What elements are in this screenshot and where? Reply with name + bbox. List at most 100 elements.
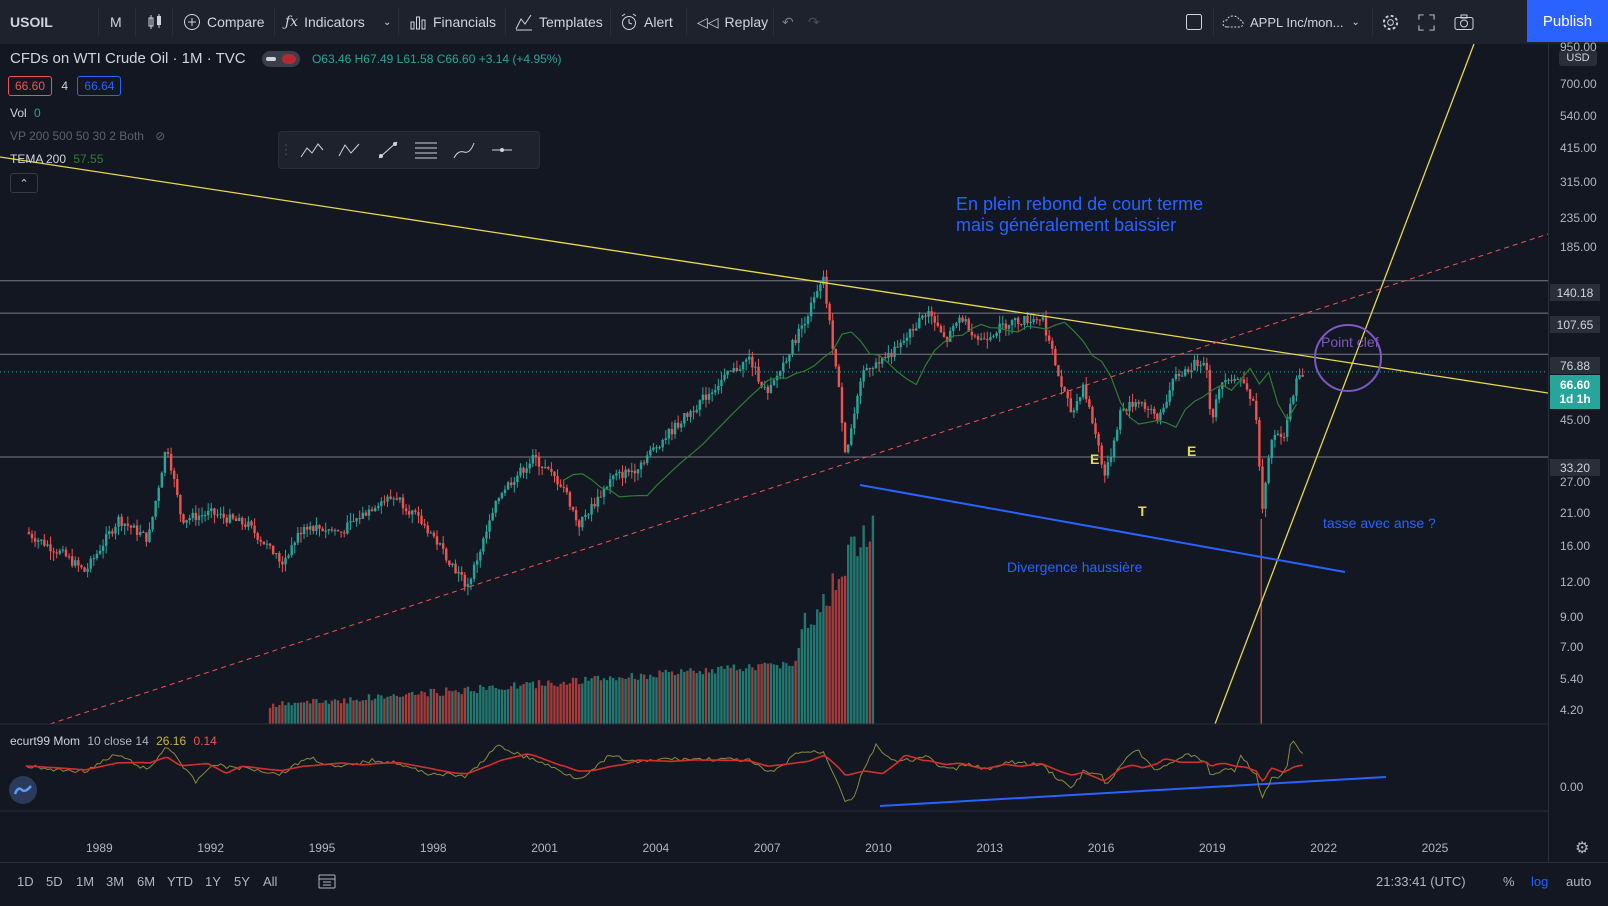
- axis-settings-gear-icon[interactable]: ⚙: [1575, 840, 1590, 857]
- price-chart[interactable]: [0, 43, 1549, 862]
- fib-tool[interactable]: [407, 132, 445, 168]
- price-axis[interactable]: USD: [1548, 44, 1608, 862]
- timeframe-button[interactable]: 1D: [17, 874, 34, 889]
- tema-legend[interactable]: TEMA 200 57.55: [10, 152, 103, 166]
- templates-button[interactable]: Templates: [515, 0, 603, 44]
- financials-button[interactable]: Financials: [409, 0, 496, 44]
- pattern-label-e2[interactable]: E: [1187, 443, 1197, 459]
- auto-scale-toggle[interactable]: auto: [1566, 874, 1592, 889]
- percent-scale-toggle[interactable]: %: [1503, 874, 1515, 889]
- publish-button[interactable]: Publish: [1527, 0, 1608, 42]
- log-scale-toggle[interactable]: log: [1531, 874, 1549, 889]
- candle-body: [268, 543, 272, 546]
- volume-bar: [346, 703, 349, 724]
- pattern-label-t[interactable]: T: [1138, 503, 1147, 519]
- separator: [172, 8, 173, 36]
- pattern-label-e1[interactable]: E: [1090, 451, 1100, 467]
- symbol-search[interactable]: USOIL: [10, 0, 53, 44]
- volume-bar: [497, 689, 501, 724]
- candle-body: [500, 493, 504, 499]
- volume-bar: [642, 674, 646, 724]
- trendline-tool[interactable]: [369, 132, 407, 168]
- date-range-button[interactable]: [318, 873, 336, 892]
- alert-button[interactable]: Alert: [620, 0, 673, 44]
- candle-body: [1134, 402, 1137, 407]
- volume-bar: [571, 677, 575, 724]
- candle-body: [1032, 319, 1035, 323]
- brush-tool[interactable]: [445, 132, 483, 168]
- compare-button[interactable]: Compare: [183, 0, 265, 44]
- timeframe-button[interactable]: 1M: [76, 874, 95, 889]
- redo-button[interactable]: ↷: [808, 0, 820, 44]
- divergence-label[interactable]: Divergence haussière: [1007, 559, 1143, 575]
- currency-label[interactable]: USD: [1559, 50, 1597, 66]
- headline-annotation[interactable]: En plein rebond de court terme mais géné…: [956, 194, 1203, 236]
- fullscreen-button[interactable]: [1418, 0, 1441, 44]
- chart-type-button[interactable]: [146, 0, 170, 44]
- undo-button[interactable]: ↶: [782, 0, 794, 44]
- market-status-toggle[interactable]: [261, 51, 300, 68]
- timeframe-button[interactable]: All: [263, 874, 278, 889]
- timeframe-button[interactable]: 5Y: [234, 874, 250, 889]
- candle-body: [1301, 374, 1304, 377]
- candle-body: [723, 374, 726, 380]
- xabcd-pattern-tool[interactable]: [293, 132, 331, 168]
- candle-body: [788, 354, 791, 362]
- candle-body: [559, 484, 562, 487]
- interval-button[interactable]: M: [110, 0, 122, 44]
- timeframe-button[interactable]: 6M: [137, 874, 156, 889]
- vp-legend[interactable]: VP 200 500 50 30 2 Both ⊘: [10, 129, 165, 143]
- timeframe-button[interactable]: 1Y: [205, 874, 221, 889]
- volume-bar: [707, 672, 711, 724]
- candle-body: [148, 529, 151, 542]
- candle-body: [633, 470, 637, 474]
- drag-handle-icon[interactable]: ⋮: [279, 142, 293, 157]
- indicators-button[interactable]: ƒx Indicators: [285, 0, 365, 44]
- collapse-legend-button[interactable]: ⌃: [10, 173, 38, 193]
- indicators-chevron-down-icon[interactable]: ⌄: [383, 16, 392, 28]
- layout-button[interactable]: [1185, 0, 1209, 44]
- horizontal-ray-tool[interactable]: [483, 132, 521, 168]
- volume-bar: [544, 685, 547, 724]
- point-clef-label[interactable]: Point clef: [1321, 334, 1379, 350]
- candle-body: [1298, 374, 1301, 379]
- timeframe-button[interactable]: 5D: [46, 874, 63, 889]
- chart-pane[interactable]: CFDs on WTI Crude Oil · 1M · TVC O63.46 …: [0, 43, 1549, 862]
- candle-body: [812, 297, 816, 303]
- candle-body: [955, 322, 958, 326]
- volume-bar: [321, 702, 324, 724]
- buy-button[interactable]: 66.64: [77, 76, 122, 96]
- candle-body: [1140, 402, 1144, 404]
- symbol-title[interactable]: CFDs on WTI Crude Oil · 1M · TVC: [10, 50, 246, 67]
- candle-body: [1106, 462, 1110, 476]
- timeframe-button[interactable]: 3M: [106, 874, 125, 889]
- candle-body: [1115, 429, 1119, 441]
- drawings[interactable]: [0, 43, 1549, 807]
- candle-body: [1081, 384, 1085, 398]
- settings-button[interactable]: [1381, 0, 1406, 44]
- volume-bar: [803, 612, 807, 724]
- ohlc-values: O63.46 H67.49 L61.58 C66.60 +3.14 (+4.95…: [311, 52, 562, 66]
- candle-body: [98, 550, 102, 554]
- eye-hidden-icon[interactable]: ⊘: [155, 129, 166, 143]
- tradingview-logo[interactable]: [9, 776, 37, 804]
- volume-legend[interactable]: Vol 0: [10, 106, 41, 120]
- abcd-pattern-tool[interactable]: [331, 132, 369, 168]
- timeframe-button[interactable]: YTD: [167, 874, 193, 889]
- volume-bar: [754, 670, 757, 724]
- replay-button[interactable]: ◁◁ Replay: [697, 0, 768, 44]
- candle-body: [735, 368, 739, 371]
- candle-body: [321, 528, 324, 532]
- tasse-label[interactable]: tasse avec anse ?: [1323, 515, 1436, 531]
- trendline-icon: [378, 141, 398, 159]
- volume-bar: [646, 678, 649, 724]
- sell-button[interactable]: 66.60: [8, 76, 53, 96]
- snapshot-button[interactable]: [1454, 0, 1480, 44]
- candle-body: [717, 385, 720, 391]
- oscillator-legend[interactable]: ecurt99 Mom 10 close 14 26.16 0.14: [10, 734, 217, 748]
- volume-bar: [812, 624, 816, 724]
- candle-body: [358, 518, 361, 520]
- layout-select[interactable]: APPL Inc/mon... ⌄: [1222, 0, 1360, 44]
- utc-clock[interactable]: 21:33:41 (UTC): [1376, 874, 1466, 889]
- candle-body: [318, 525, 321, 529]
